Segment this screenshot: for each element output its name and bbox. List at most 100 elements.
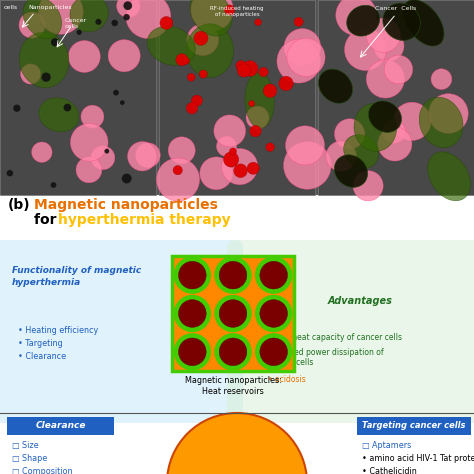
Text: Nanoparticles: Nanoparticles bbox=[28, 5, 72, 10]
Circle shape bbox=[51, 38, 59, 46]
Circle shape bbox=[214, 295, 252, 332]
Ellipse shape bbox=[346, 5, 380, 36]
Circle shape bbox=[20, 64, 41, 84]
Ellipse shape bbox=[186, 24, 234, 78]
Circle shape bbox=[123, 1, 132, 10]
Circle shape bbox=[179, 300, 206, 328]
FancyBboxPatch shape bbox=[0, 240, 243, 423]
FancyBboxPatch shape bbox=[159, 0, 315, 195]
Ellipse shape bbox=[319, 69, 353, 103]
FancyBboxPatch shape bbox=[0, 0, 156, 195]
Circle shape bbox=[431, 69, 452, 90]
Circle shape bbox=[217, 137, 237, 156]
Circle shape bbox=[378, 127, 412, 161]
Circle shape bbox=[173, 333, 211, 371]
Text: (b): (b) bbox=[8, 198, 31, 212]
Circle shape bbox=[76, 157, 102, 183]
Text: • Cathelicidin: • Cathelicidin bbox=[362, 467, 417, 474]
Text: Functionality of magnetic
hyperthermia: Functionality of magnetic hyperthermia bbox=[12, 266, 141, 287]
Ellipse shape bbox=[334, 155, 368, 187]
Ellipse shape bbox=[19, 32, 69, 88]
Text: Magnetic nanoparticles: Magnetic nanoparticles bbox=[34, 198, 218, 212]
Circle shape bbox=[279, 76, 293, 91]
Text: RF-induced heating
of nanoparticles: RF-induced heating of nanoparticles bbox=[210, 6, 264, 17]
Text: • Heating efficiency: • Heating efficiency bbox=[18, 326, 98, 335]
Circle shape bbox=[266, 143, 274, 152]
Circle shape bbox=[173, 165, 182, 175]
Circle shape bbox=[224, 152, 239, 167]
Text: • Limited power dissipation of
cancer cells: • Limited power dissipation of cancer ce… bbox=[268, 348, 383, 367]
Circle shape bbox=[117, 0, 140, 18]
Circle shape bbox=[120, 100, 125, 105]
Circle shape bbox=[123, 14, 130, 20]
Circle shape bbox=[229, 148, 237, 155]
Circle shape bbox=[187, 24, 219, 55]
Circle shape bbox=[214, 256, 252, 294]
Circle shape bbox=[187, 73, 195, 81]
Text: for: for bbox=[34, 213, 61, 227]
Circle shape bbox=[374, 31, 404, 61]
Text: □ Shape: □ Shape bbox=[12, 454, 47, 463]
Ellipse shape bbox=[147, 26, 195, 65]
Text: cells: cells bbox=[4, 5, 18, 10]
Circle shape bbox=[77, 30, 82, 35]
Circle shape bbox=[248, 100, 255, 107]
Text: • Clearance: • Clearance bbox=[18, 352, 66, 361]
Circle shape bbox=[32, 142, 52, 163]
Text: Clearance: Clearance bbox=[35, 421, 86, 430]
Circle shape bbox=[284, 28, 321, 65]
Ellipse shape bbox=[245, 73, 274, 128]
Ellipse shape bbox=[190, 0, 232, 36]
Circle shape bbox=[294, 17, 303, 27]
Ellipse shape bbox=[23, 0, 62, 39]
FancyBboxPatch shape bbox=[0, 0, 474, 195]
Circle shape bbox=[126, 0, 171, 38]
FancyBboxPatch shape bbox=[227, 240, 474, 423]
Circle shape bbox=[191, 95, 202, 106]
Circle shape bbox=[255, 19, 262, 26]
Circle shape bbox=[81, 105, 104, 128]
Circle shape bbox=[255, 295, 292, 332]
Circle shape bbox=[366, 18, 401, 53]
Circle shape bbox=[277, 39, 320, 83]
Ellipse shape bbox=[368, 101, 401, 132]
Text: Cancer  Cells: Cancer Cells bbox=[375, 6, 417, 11]
Circle shape bbox=[104, 149, 109, 154]
FancyBboxPatch shape bbox=[318, 0, 474, 195]
Circle shape bbox=[168, 137, 195, 164]
Text: □ Size: □ Size bbox=[12, 441, 38, 450]
Circle shape bbox=[38, 0, 83, 34]
Circle shape bbox=[51, 182, 56, 188]
Text: Heat reservoirs: Heat reservoirs bbox=[202, 387, 264, 396]
Circle shape bbox=[219, 261, 247, 289]
Circle shape bbox=[260, 338, 288, 365]
Circle shape bbox=[225, 5, 235, 15]
Circle shape bbox=[345, 28, 386, 71]
Circle shape bbox=[200, 157, 233, 190]
Circle shape bbox=[13, 105, 20, 112]
FancyBboxPatch shape bbox=[357, 417, 471, 435]
Circle shape bbox=[95, 19, 101, 25]
Circle shape bbox=[173, 295, 211, 332]
Ellipse shape bbox=[354, 103, 397, 151]
Ellipse shape bbox=[70, 0, 108, 32]
Circle shape bbox=[183, 58, 190, 64]
Circle shape bbox=[353, 171, 383, 201]
Circle shape bbox=[234, 164, 247, 178]
Circle shape bbox=[199, 70, 207, 78]
Circle shape bbox=[236, 61, 246, 71]
Circle shape bbox=[259, 67, 268, 77]
Circle shape bbox=[255, 256, 292, 294]
Circle shape bbox=[285, 126, 325, 165]
Circle shape bbox=[173, 256, 211, 294]
Circle shape bbox=[214, 333, 252, 371]
FancyBboxPatch shape bbox=[172, 256, 294, 371]
Circle shape bbox=[42, 73, 51, 82]
Ellipse shape bbox=[344, 135, 378, 168]
Text: • Targeting: • Targeting bbox=[18, 339, 63, 348]
Text: Targeting cancer cells: Targeting cancer cells bbox=[362, 421, 466, 430]
Circle shape bbox=[221, 148, 258, 185]
Ellipse shape bbox=[39, 98, 79, 132]
Circle shape bbox=[336, 0, 376, 36]
Circle shape bbox=[219, 338, 247, 365]
